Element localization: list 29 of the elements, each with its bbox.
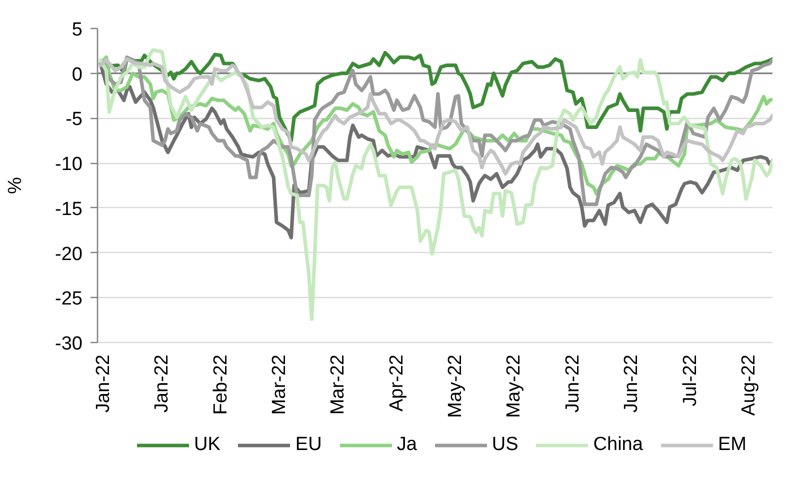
legend-label: Ja (396, 434, 417, 456)
y-tick-label: -30 (55, 334, 83, 354)
y-tick-label: 5 (72, 20, 83, 40)
x-tick-label: Aug-22 (738, 354, 760, 416)
y-tick-label: -10 (55, 154, 83, 176)
legend-label: US (492, 434, 518, 456)
y-tick-label: 0 (72, 64, 83, 86)
x-tick-label: May-22 (445, 354, 466, 418)
x-tick-label: Feb-22 (210, 354, 232, 415)
x-tick-label: Apr-22 (386, 354, 408, 412)
x-tick-label: Jul-22 (680, 354, 701, 406)
y-axis-title: % (5, 176, 26, 194)
legend-label: EM (718, 434, 746, 456)
x-tick-label: Jun-22 (621, 354, 642, 413)
x-tick-label: Jan-22 (152, 354, 173, 413)
y-tick-label: -25 (55, 288, 83, 310)
x-tick-label: May-22 (504, 354, 525, 418)
y-tick-label: -20 (55, 244, 83, 265)
line-series (98, 48, 772, 321)
x-tick-label: Jun-22 (562, 354, 584, 413)
x-tick-label: Jan-22 (92, 354, 114, 413)
legend-label: China (593, 434, 643, 456)
y-tick-label: -5 (66, 109, 83, 130)
legend-label: EU (295, 434, 322, 456)
x-tick-label: Mar-22 (328, 354, 349, 415)
legend-label: UK (194, 434, 220, 456)
x-tick-label: Mar-22 (268, 354, 290, 415)
y-tick-label: -15 (55, 198, 83, 220)
line-series (98, 57, 772, 176)
